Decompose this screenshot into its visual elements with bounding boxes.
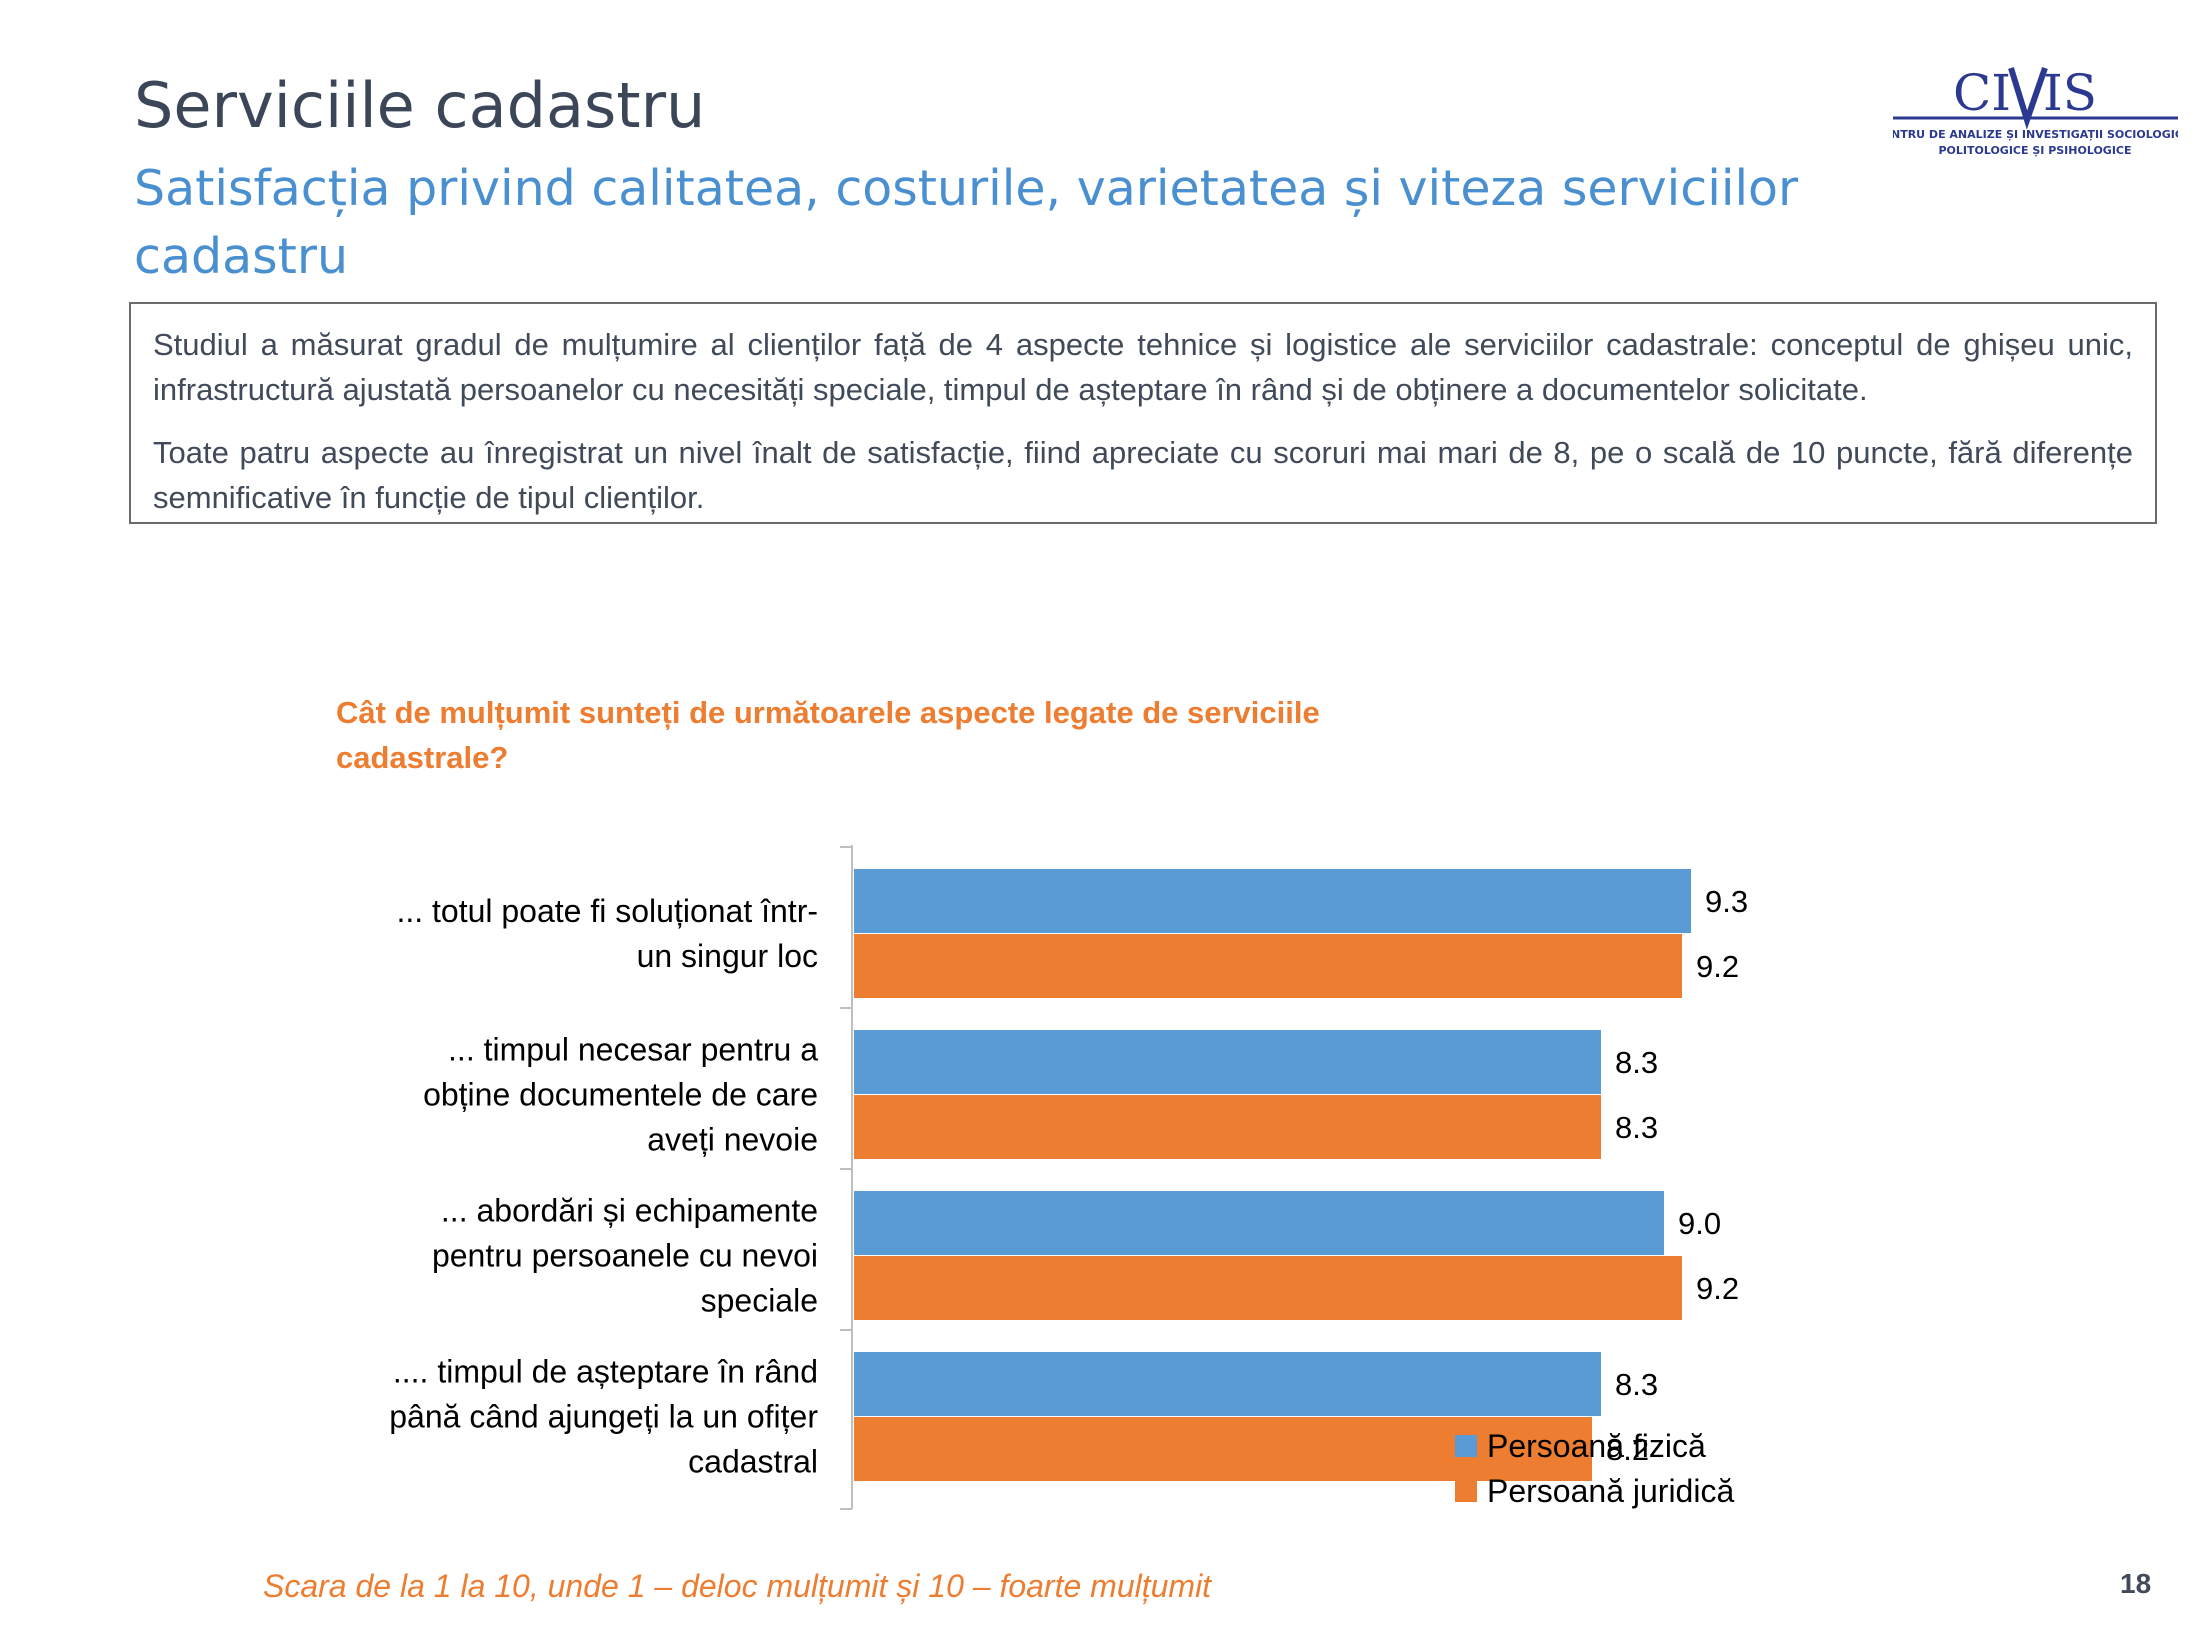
data-label: 8.3: [1615, 1367, 1658, 1402]
summary-paragraph: Toate patru aspecte au înregistrat un ni…: [153, 435, 2133, 515]
slide-title: Serviciile cadastru: [134, 69, 706, 142]
bar-persoana-fizica: [854, 1352, 1601, 1416]
data-label: 9.3: [1705, 884, 1748, 919]
bar-persoana-juridica: [854, 1095, 1601, 1159]
bar-persoana-fizica: [854, 869, 1691, 933]
data-label: 8.3: [1615, 1045, 1658, 1080]
bar-persoana-juridica: [854, 1417, 1592, 1481]
page-number: 18: [2120, 1568, 2152, 1599]
bar-persoana-juridica: [854, 1256, 1682, 1320]
bar-persoana-juridica: [854, 934, 1682, 998]
bar-persoana-fizica: [854, 1191, 1664, 1255]
bar-persoana-fizica: [854, 1030, 1601, 1094]
data-label: 9.0: [1678, 1206, 1721, 1241]
data-label: 8.3: [1615, 1110, 1658, 1145]
slide-subtitle: Satisfacția privind calitatea, costurile…: [134, 160, 1799, 285]
summary-paragraph: Studiul a măsurat gradul de mulțumire al…: [153, 327, 2133, 407]
legend-swatch: [1455, 1435, 1477, 1457]
category-label: ... timpul necesar pentru a obține docume…: [423, 1032, 818, 1158]
legend-swatch: [1455, 1480, 1477, 1502]
data-label: 9.2: [1696, 1271, 1739, 1306]
data-label: 8.2: [1606, 1432, 1649, 1467]
category-label: ... abordări și echipamente pentru persoa…: [432, 1193, 818, 1319]
category-label: .... timpul de așteptare în rând până cân…: [389, 1354, 818, 1480]
civis-logo: CI IS CENTRU DE ANALIZE ȘI INVESTIGAȚII …: [1893, 64, 2178, 157]
legend-label: Persoană juridică: [1487, 1473, 1734, 1509]
scale-footnote: Scara de la 1 la 10, unde 1 – deloc mulț…: [263, 1568, 1212, 1604]
data-label: 9.2: [1696, 949, 1739, 984]
category-label: ... totul poate fi soluționat într-un si…: [396, 893, 818, 974]
chart-title: Cât de mulțumit sunteți de următoarele a…: [336, 695, 1320, 775]
logo-tagline-1: CENTRU DE ANALIZE ȘI INVESTIGAȚII SOCIOL…: [1893, 128, 2178, 141]
logo-tagline-2: POLITOLOGICE ȘI PSIHOLOGICE: [1938, 144, 2131, 157]
svg-text:CI: CI: [1953, 64, 2011, 122]
summary-box: Studiul a măsurat gradul de mulțumire al…: [129, 302, 2157, 524]
legend-label: Persoană fizică: [1487, 1428, 1706, 1464]
svg-text:IS: IS: [2043, 64, 2097, 122]
